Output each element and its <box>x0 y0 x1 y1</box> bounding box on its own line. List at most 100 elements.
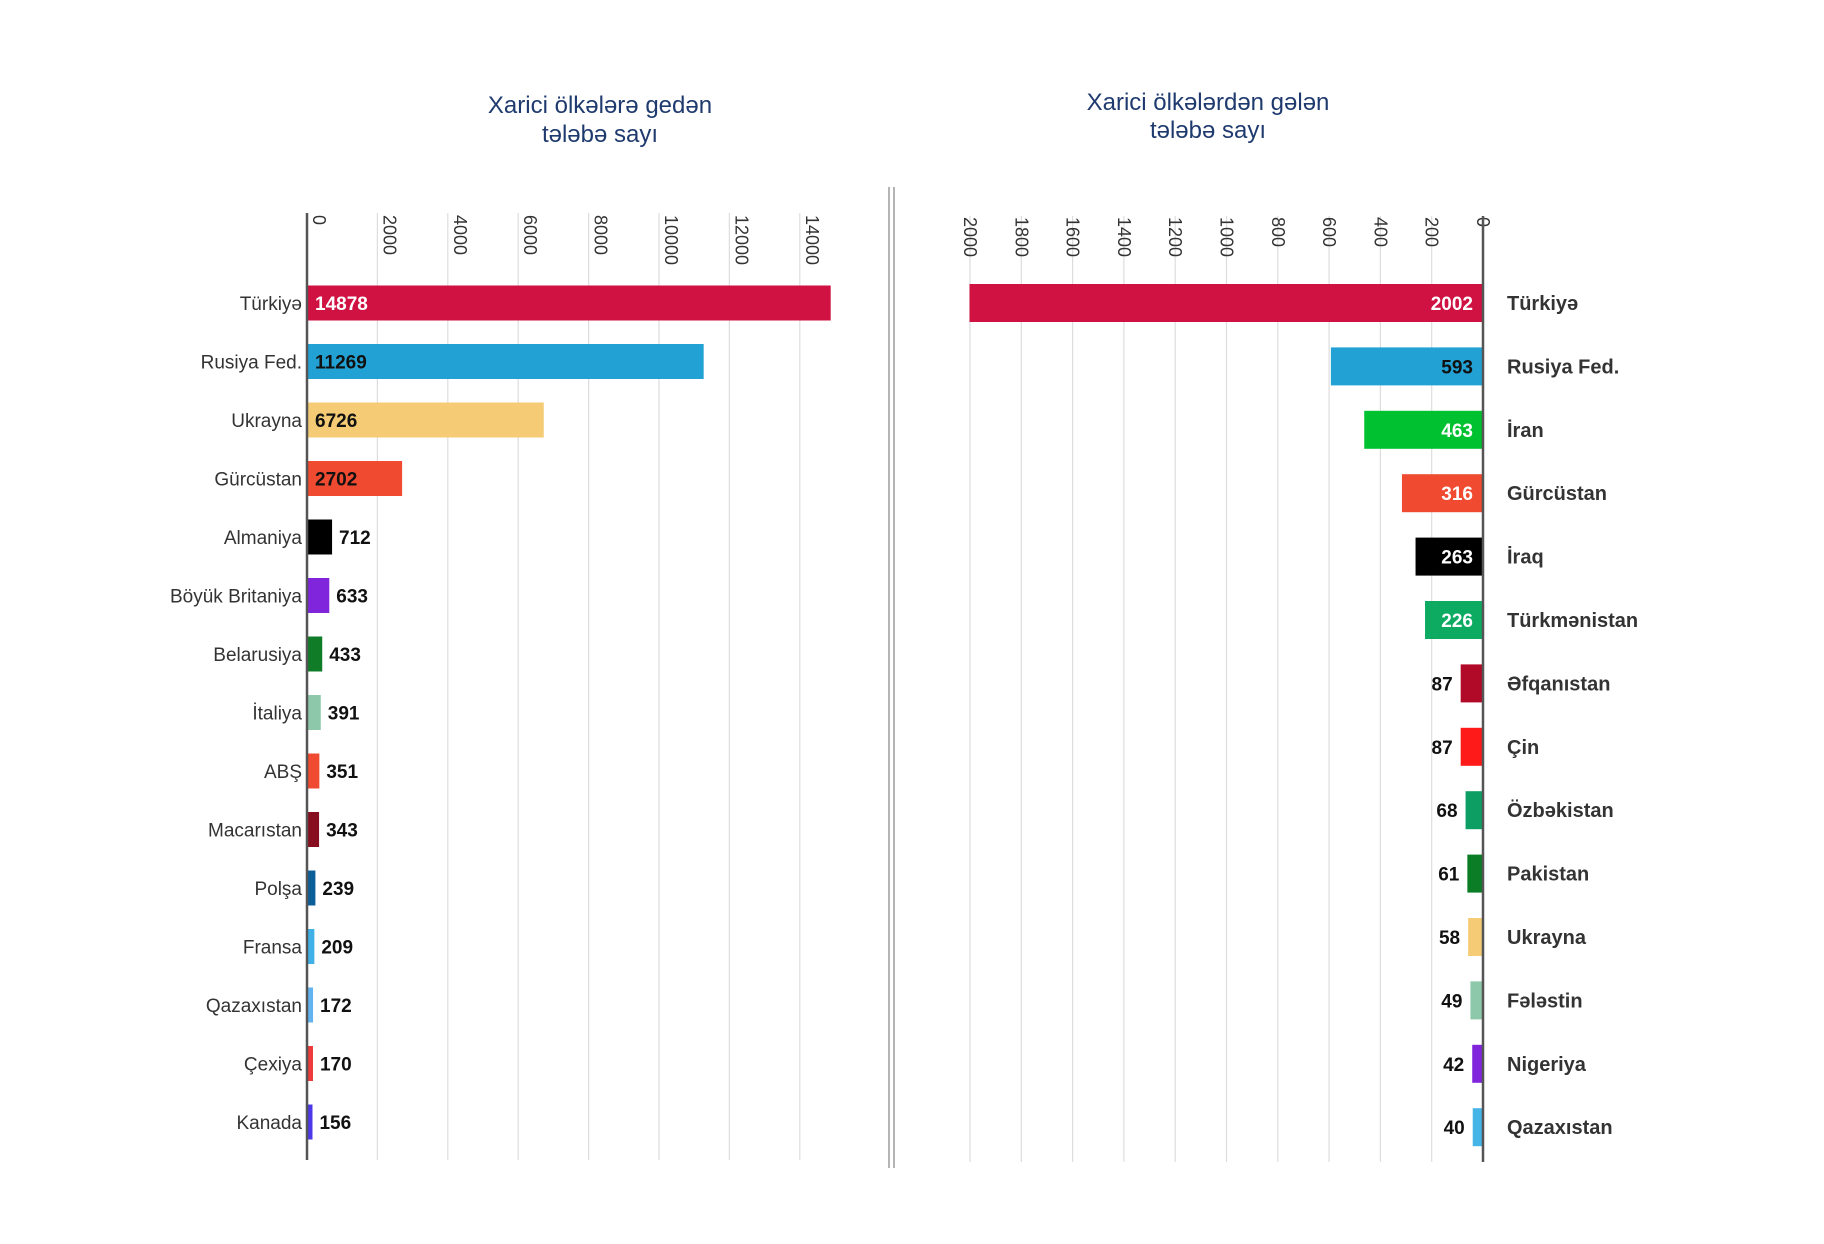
inbound-bar-ukrayna <box>1468 918 1483 956</box>
chart-divider <box>888 187 895 1168</box>
outbound-chart-title-line-2: tələbə sayı <box>542 121 658 148</box>
outbound-category-label: Almaniya <box>224 528 303 549</box>
inbound-category-label: Qazaxıstan <box>1507 1117 1613 1139</box>
outbound-category-label: Macarıstan <box>208 821 302 842</box>
inbound-value-label: 40 <box>1444 1118 1465 1139</box>
outbound-category-label: Çexiya <box>244 1055 303 1076</box>
inbound-bar-rusiya-fed <box>1330 347 1483 386</box>
outbound-bar-macaristan <box>307 812 320 847</box>
outbound-bar-abs <box>307 753 320 789</box>
outbound-value-label: 6726 <box>315 411 357 432</box>
outbound-value-label: 172 <box>320 996 352 1017</box>
inbound-tick-label: 2000 <box>960 217 980 257</box>
outbound-tick-label: 14000 <box>802 215 822 265</box>
inbound-bar-iran <box>1364 410 1483 449</box>
inbound-category-label: Ukrayna <box>1507 927 1587 949</box>
outbound-tick-label: 6000 <box>520 215 540 255</box>
inbound-tick-label: 1000 <box>1217 217 1237 257</box>
inbound-bar-felestin <box>1470 981 1483 1020</box>
inbound-tick-label: 1200 <box>1165 217 1185 257</box>
outbound-bar-boyuk-britaniya <box>307 578 330 613</box>
outbound-category-label: Kanada <box>236 1113 302 1134</box>
inbound-students-chart: Xarici ölkələrdən gələn tələbə sayı 0200… <box>960 89 1638 1162</box>
inbound-bar-efqanistan <box>1460 664 1483 703</box>
outbound-category-label: ABŞ <box>264 762 302 783</box>
inbound-value-label: 49 <box>1441 991 1462 1012</box>
inbound-category-label: Gürcüstan <box>1507 483 1607 505</box>
outbound-bar-cexiya <box>307 1046 313 1081</box>
outbound-value-label: 156 <box>319 1113 351 1134</box>
outbound-category-label: Böyük Britaniya <box>170 587 302 608</box>
outbound-bar-polsa <box>307 870 316 906</box>
inbound-category-label: Rusiya Fed. <box>1507 356 1619 378</box>
outbound-bar-fransa <box>307 929 315 964</box>
inbound-value-label: 263 <box>1441 548 1473 569</box>
inbound-value-label: 58 <box>1439 928 1460 949</box>
inbound-tick-label: 200 <box>1422 217 1442 247</box>
inbound-category-label: Nigeriya <box>1507 1054 1587 1076</box>
inbound-category-label: Əfqanıstan <box>1507 673 1610 695</box>
outbound-value-label: 239 <box>322 879 354 900</box>
outbound-bar-ukrayna <box>307 402 544 438</box>
outbound-students-chart: Xarici ölkələrə gedən tələbə sayı 0 2000 4… <box>170 92 831 1160</box>
outbound-category-label: Fransa <box>243 938 303 959</box>
inbound-tick-label: 800 <box>1268 217 1288 247</box>
inbound-tick-label: 400 <box>1370 217 1390 247</box>
inbound-bar-cin <box>1460 727 1483 766</box>
outbound-value-label: 170 <box>320 1055 352 1076</box>
outbound-bar-italiya <box>307 695 321 730</box>
outbound-bar-belarusiya <box>307 636 323 672</box>
outbound-bar-turkiye <box>307 285 831 321</box>
outbound-value-label: 343 <box>326 821 358 842</box>
inbound-bar-qazaxistan <box>1472 1108 1483 1147</box>
inbound-bar-pakistan <box>1467 854 1483 893</box>
inbound-bar-iraq <box>1415 537 1483 576</box>
outbound-category-label: İtaliya <box>252 704 302 725</box>
inbound-category-label: Türkiyə <box>1507 293 1578 315</box>
outbound-bar-gurcustan <box>307 461 403 496</box>
inbound-tick-label: 1400 <box>1114 217 1134 257</box>
outbound-bar-almaniya <box>307 519 333 555</box>
inbound-bar-nigeriya <box>1472 1044 1483 1083</box>
inbound-value-label: 87 <box>1432 674 1453 695</box>
inbound-value-label: 61 <box>1438 865 1460 886</box>
outbound-tick-label: 10000 <box>661 215 681 265</box>
inbound-value-label: 463 <box>1441 421 1473 442</box>
outbound-bar-qazaxistan <box>307 987 314 1023</box>
inbound-value-label: 316 <box>1441 484 1473 505</box>
outbound-category-label: Polşa <box>254 879 302 900</box>
outbound-value-label: 209 <box>321 938 353 959</box>
inbound-chart-title-line-2: tələbə sayı <box>1150 117 1266 144</box>
outbound-tick-label: 4000 <box>450 215 470 255</box>
inbound-value-label: 226 <box>1441 611 1473 632</box>
outbound-value-label: 14878 <box>315 294 368 315</box>
inbound-category-label: Fələstin <box>1507 990 1583 1012</box>
inbound-category-label: Pakistan <box>1507 864 1589 886</box>
inbound-category-label: İran <box>1507 419 1544 442</box>
outbound-value-label: 712 <box>339 528 371 549</box>
inbound-value-label: 593 <box>1441 357 1473 378</box>
inbound-category-label: İraq <box>1507 546 1544 569</box>
inbound-tick-label: 600 <box>1319 217 1339 247</box>
outbound-value-label: 391 <box>328 704 360 725</box>
inbound-category-label: Çin <box>1507 737 1539 759</box>
inbound-bar-turkiye <box>969 284 1483 322</box>
inbound-value-label: 87 <box>1432 738 1453 759</box>
inbound-value-label: 68 <box>1436 801 1457 822</box>
outbound-value-label: 2702 <box>315 470 357 491</box>
outbound-value-label: 11269 <box>315 353 367 374</box>
outbound-category-label: Belarusiya <box>213 645 302 666</box>
outbound-bar-rusiya-fed <box>307 344 704 379</box>
outbound-category-label: Türkiyə <box>240 294 302 315</box>
inbound-value-label: 2002 <box>1431 294 1473 315</box>
outbound-category-label: Ukrayna <box>231 411 302 432</box>
outbound-chart-title-line-1: Xarici ölkələrə gedən <box>488 92 712 119</box>
outbound-value-label: 351 <box>326 762 358 783</box>
inbound-bar-turkmenistan <box>1425 601 1483 639</box>
inbound-chart-title-line-1: Xarici ölkələrdən gələn <box>1087 89 1330 116</box>
outbound-tick-label: 2000 <box>379 215 399 255</box>
inbound-category-label: Türkmənistan <box>1507 610 1638 632</box>
outbound-category-label: Gürcüstan <box>214 470 302 491</box>
outbound-category-label: Qazaxıstan <box>206 996 302 1017</box>
